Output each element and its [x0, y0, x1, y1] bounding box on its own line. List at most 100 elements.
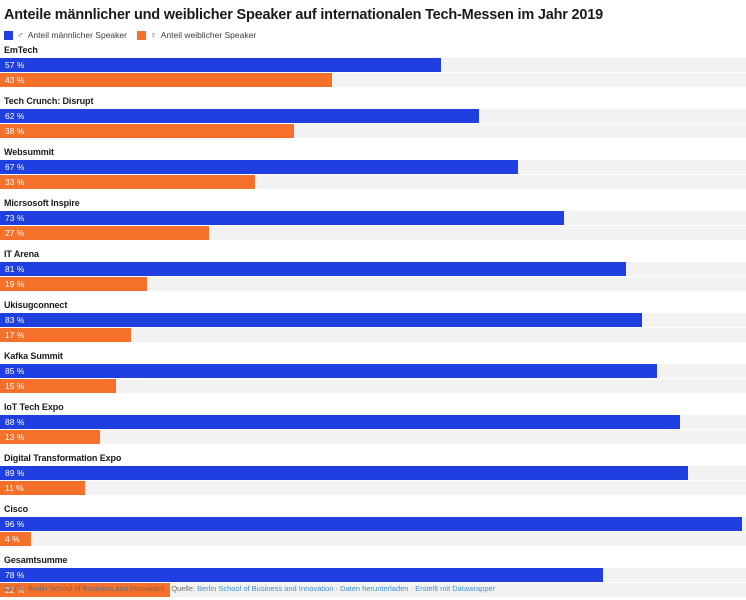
bar-track: 38 % [0, 124, 746, 138]
bar-group: IoT Tech Expo 88 % 13 % [0, 401, 746, 444]
bar-group-label: Kafka Summit [4, 351, 63, 361]
bar-group: IT Arena 81 % 19 % [0, 248, 746, 291]
bar-value-label: 89 % [5, 468, 25, 478]
bar-group-label: Digital Transformation Expo [4, 453, 122, 463]
bar-value-label: 13 % [5, 432, 25, 442]
bar-group: Cisco 96 % 4 % [0, 503, 746, 546]
bar-female[interactable]: 19 % [0, 277, 147, 291]
bar-track: 85 % [0, 364, 746, 378]
bar-male[interactable]: 81 % [0, 262, 626, 276]
bar-value-label: 33 % [5, 177, 25, 187]
bar-value-label: 22 % [5, 585, 25, 595]
bar-track: 4 % [0, 532, 746, 546]
bar-male[interactable]: 78 % [0, 568, 603, 582]
bar-group-label: IT Arena [4, 249, 39, 259]
bar-group-label: Tech Crunch: Disrupt [4, 96, 94, 106]
legend-label-female: Anteil weiblicher Speaker [160, 30, 257, 40]
bar-value-label: 17 % [5, 330, 25, 340]
footer-datawrapper-link[interactable]: Erstellt mit Datawrapper [415, 584, 496, 593]
bar-value-label: 81 % [5, 264, 25, 274]
bar-group-label: Ukisugconnect [4, 300, 68, 310]
bar-value-label: 88 % [5, 417, 25, 427]
bar-male[interactable]: 96 % [0, 517, 742, 531]
bar-value-label: 11 % [5, 483, 24, 493]
legend-item-female[interactable]: ♀ Anteil weiblicher Speaker [136, 30, 257, 40]
bar-female[interactable]: 38 % [0, 124, 294, 138]
bar-male[interactable]: 62 % [0, 109, 479, 123]
bar-male[interactable]: 57 % [0, 58, 441, 72]
footer-credit: Grafik: Berlin School of Business and In… [4, 584, 165, 593]
bar-female[interactable]: 11 % [0, 481, 85, 495]
footer-source-prefix: Quelle: [171, 584, 195, 593]
footer-separator-3: · [410, 584, 414, 593]
chart-legend: ♂ Anteil männlicher Speaker ♀ Anteil wei… [0, 24, 746, 42]
bar-track: 57 % [0, 58, 746, 72]
bar-track: 73 % [0, 211, 746, 225]
bar-track: 43 % [0, 73, 746, 87]
male-symbol-icon: ♂ [17, 30, 24, 40]
legend-swatch-female-icon [136, 30, 146, 40]
bar-groups: EmTech 57 % 43 % Tech Crunch: Disrupt 62 % 38… [0, 42, 746, 597]
bar-track: 89 % [0, 466, 746, 480]
bar-male[interactable]: 89 % [0, 466, 688, 480]
bar-group-label: Cisco [4, 504, 29, 514]
bar-track: 15 % [0, 379, 746, 393]
bar-value-label: 38 % [5, 126, 25, 136]
bar-track: 88 % [0, 415, 746, 429]
female-symbol-icon: ♀ [149, 30, 157, 40]
bar-male[interactable]: 83 % [0, 313, 642, 327]
bar-female[interactable]: 15 % [0, 379, 116, 393]
bar-male[interactable]: 73 % [0, 211, 564, 225]
bar-value-label: 73 % [5, 213, 25, 223]
bar-group-label: IoT Tech Expo [4, 402, 64, 412]
footer-source-link[interactable]: Berlin School of Business and Innovation [197, 584, 334, 593]
bar-value-label: 43 % [5, 75, 25, 85]
bar-group-label: Gesamtsumme [4, 555, 68, 565]
bar-track: 67 % [0, 160, 746, 174]
bar-male[interactable]: 67 % [0, 160, 518, 174]
bar-group: Ukisugconnect 83 % 17 % [0, 299, 746, 342]
bar-group: Tech Crunch: Disrupt 62 % 38 % [0, 95, 746, 138]
bar-track: 13 % [0, 430, 746, 444]
footer-download-link[interactable]: Daten herunterladen [340, 584, 409, 593]
bar-female[interactable]: 33 % [0, 175, 255, 189]
bar-value-label: 78 % [5, 570, 25, 580]
bar-value-label: 83 % [5, 315, 25, 325]
bar-male[interactable]: 88 % [0, 415, 680, 429]
bar-female[interactable]: 22 % [0, 583, 170, 597]
bar-track: 83 % [0, 313, 746, 327]
chart-title: Anteile männlicher und weiblicher Speake… [4, 7, 603, 23]
bar-female[interactable]: 4 % [0, 532, 31, 546]
bar-female[interactable]: 27 % [0, 226, 209, 240]
bar-track: 96 % [0, 517, 746, 531]
bar-track: 27 % [0, 226, 746, 240]
bar-value-label: 67 % [5, 162, 25, 172]
bar-male[interactable]: 85 % [0, 364, 657, 378]
bar-track: 22 % [0, 583, 746, 597]
bar-value-label: 96 % [5, 519, 25, 529]
bar-track: 11 % [0, 481, 746, 495]
bar-track: 17 % [0, 328, 746, 342]
bar-group: Gesamtsumme 78 % 22 % [0, 554, 746, 597]
bar-track: 33 % [0, 175, 746, 189]
bar-value-label: 27 % [5, 228, 25, 238]
bar-group: EmTech 57 % 43 % [0, 44, 746, 87]
bar-group-label: Websummit [4, 147, 54, 157]
bar-female[interactable]: 13 % [0, 430, 100, 444]
bar-group-label: EmTech [4, 45, 38, 55]
legend-item-male[interactable]: ♂ Anteil männlicher Speaker [4, 30, 127, 40]
footer-separator-1: · [166, 584, 170, 593]
bar-track: 78 % [0, 568, 746, 582]
bar-value-label: 57 % [5, 60, 25, 70]
bar-female[interactable]: 43 % [0, 73, 332, 87]
bar-value-label: 19 % [5, 279, 25, 289]
bar-female[interactable]: 17 % [0, 328, 131, 342]
footer-separator-2: · [335, 584, 339, 593]
bar-value-label: 62 % [5, 111, 25, 121]
bar-group-label: Micrsosoft Inspire [4, 198, 80, 208]
bar-group: Websummit 67 % 33 % [0, 146, 746, 189]
bar-group: Digital Transformation Expo 89 % 11 % [0, 452, 746, 495]
bar-value-label: 85 % [5, 366, 25, 376]
bar-value-label: 4 % [5, 534, 20, 544]
